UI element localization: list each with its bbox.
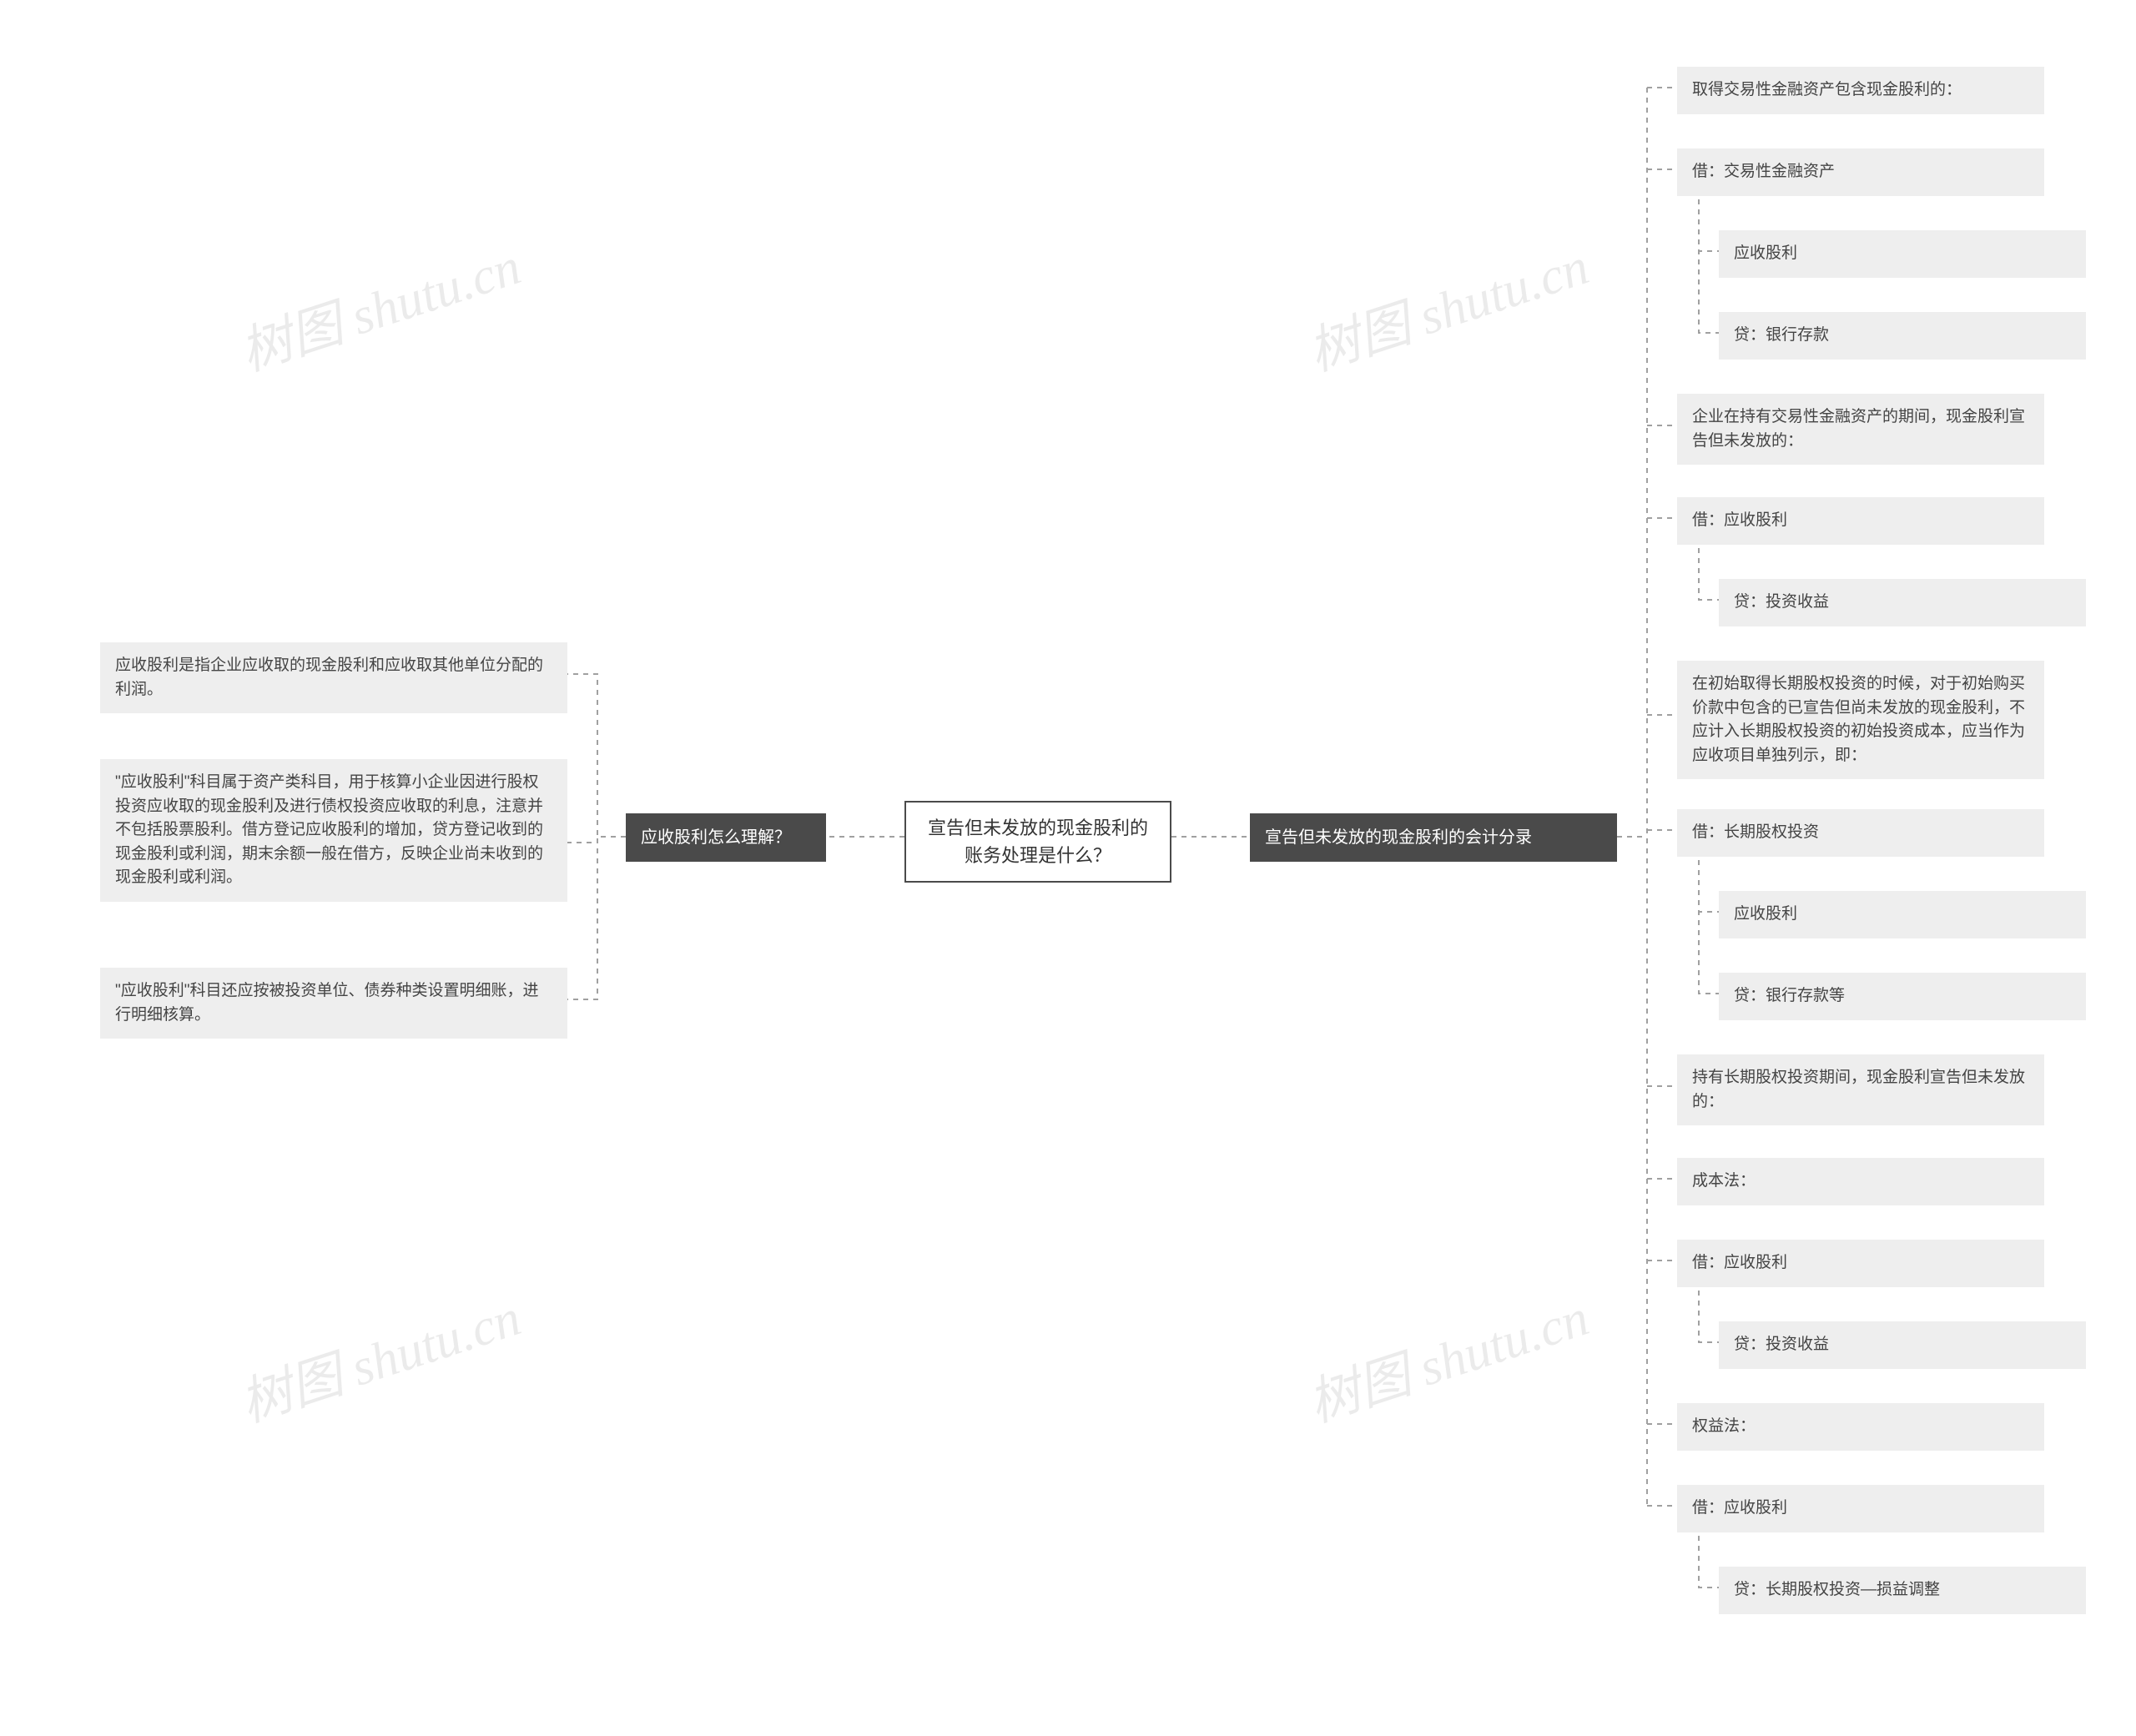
left-leaf-2: "应收股利"科目还应按被投资单位、债券种类设置明细账，进行明细核算。	[100, 968, 567, 1039]
right-leaf-8-text: 借：长期股权投资	[1692, 823, 1819, 841]
right-leaf-5: 借：应收股利	[1677, 497, 2044, 545]
right-leaf-9: 应收股利	[1719, 891, 2086, 938]
root-text: 宣告但未发放的现金股利的账务处理是什么？	[928, 818, 1148, 866]
right-leaf-11-text: 持有长期股权投资期间，现金股利宣告但未发放的：	[1692, 1069, 2025, 1110]
right-leaf-17-text: 贷：长期股权投资—损益调整	[1734, 1581, 1940, 1598]
right-leaf-13: 借：应收股利	[1677, 1240, 2044, 1287]
right-leaf-11: 持有长期股权投资期间，现金股利宣告但未发放的：	[1677, 1054, 2044, 1125]
left-leaf-1-text: "应收股利"科目属于资产类科目，用于核算小企业因进行股权投资应收取的现金股利及进…	[115, 773, 543, 886]
right-leaf-6: 贷：投资收益	[1719, 579, 2086, 626]
left-leaf-0-text: 应收股利是指企业应收取的现金股利和应收取其他单位分配的利润。	[115, 657, 543, 698]
right-leaf-17: 贷：长期股权投资—损益调整	[1719, 1567, 2086, 1614]
right-leaf-7: 在初始取得长期股权投资的时候，对于初始购买价款中包含的已宣告但尚未发放的现金股利…	[1677, 661, 2044, 779]
right-leaf-14: 贷：投资收益	[1719, 1321, 2086, 1369]
right-leaf-12-text: 成本法：	[1692, 1172, 1756, 1190]
right-branch-label: 宣告但未发放的现金股利的会计分录	[1265, 828, 1532, 847]
right-leaf-1: 借：交易性金融资产	[1677, 148, 2044, 196]
right-leaf-6-text: 贷：投资收益	[1734, 593, 1829, 611]
left-leaf-2-text: "应收股利"科目还应按被投资单位、债券种类设置明细账，进行明细核算。	[115, 982, 539, 1024]
right-leaf-15-text: 权益法：	[1692, 1417, 1756, 1435]
left-leaf-1: "应收股利"科目属于资产类科目，用于核算小企业因进行股权投资应收取的现金股利及进…	[100, 759, 567, 902]
right-leaf-8: 借：长期股权投资	[1677, 809, 2044, 857]
left-leaf-0: 应收股利是指企业应收取的现金股利和应收取其他单位分配的利润。	[100, 642, 567, 713]
watermark-1: 树图 shutu.cn	[229, 224, 529, 385]
watermark-3: 树图 shutu.cn	[229, 1275, 529, 1436]
right-leaf-7-text: 在初始取得长期股权投资的时候，对于初始购买价款中包含的已宣告但尚未发放的现金股利…	[1692, 675, 2025, 764]
left-branch-label: 应收股利怎么理解？	[641, 828, 791, 847]
right-leaf-16: 借：应收股利	[1677, 1485, 2044, 1532]
right-leaf-1-text: 借：交易性金融资产	[1692, 163, 1835, 180]
right-leaf-14-text: 贷：投资收益	[1734, 1336, 1829, 1353]
right-leaf-15: 权益法：	[1677, 1403, 2044, 1451]
watermark-4: 树图 shutu.cn	[1297, 1275, 1597, 1436]
right-leaf-0-text: 取得交易性金融资产包含现金股利的：	[1692, 81, 1962, 98]
right-leaf-2-text: 应收股利	[1734, 244, 1797, 262]
right-leaf-16-text: 借：应收股利	[1692, 1499, 1787, 1517]
right-leaf-9-text: 应收股利	[1734, 905, 1797, 923]
right-branch-node: 宣告但未发放的现金股利的会计分录	[1250, 813, 1617, 862]
right-leaf-0: 取得交易性金融资产包含现金股利的：	[1677, 67, 2044, 114]
right-leaf-12: 成本法：	[1677, 1158, 2044, 1205]
right-leaf-3-text: 贷：银行存款	[1734, 326, 1829, 344]
left-branch-node: 应收股利怎么理解？	[626, 813, 826, 862]
right-leaf-10-text: 贷：银行存款等	[1734, 987, 1845, 1004]
right-leaf-10: 贷：银行存款等	[1719, 973, 2086, 1020]
right-leaf-3: 贷：银行存款	[1719, 312, 2086, 360]
right-leaf-5-text: 借：应收股利	[1692, 511, 1787, 529]
right-leaf-2: 应收股利	[1719, 230, 2086, 278]
root-node: 宣告但未发放的现金股利的账务处理是什么？	[904, 801, 1171, 883]
right-leaf-13-text: 借：应收股利	[1692, 1254, 1787, 1271]
right-leaf-4-text: 企业在持有交易性金融资产的期间，现金股利宣告但未发放的：	[1692, 408, 2025, 450]
watermark-2: 树图 shutu.cn	[1297, 224, 1597, 385]
right-leaf-4: 企业在持有交易性金融资产的期间，现金股利宣告但未发放的：	[1677, 394, 2044, 465]
